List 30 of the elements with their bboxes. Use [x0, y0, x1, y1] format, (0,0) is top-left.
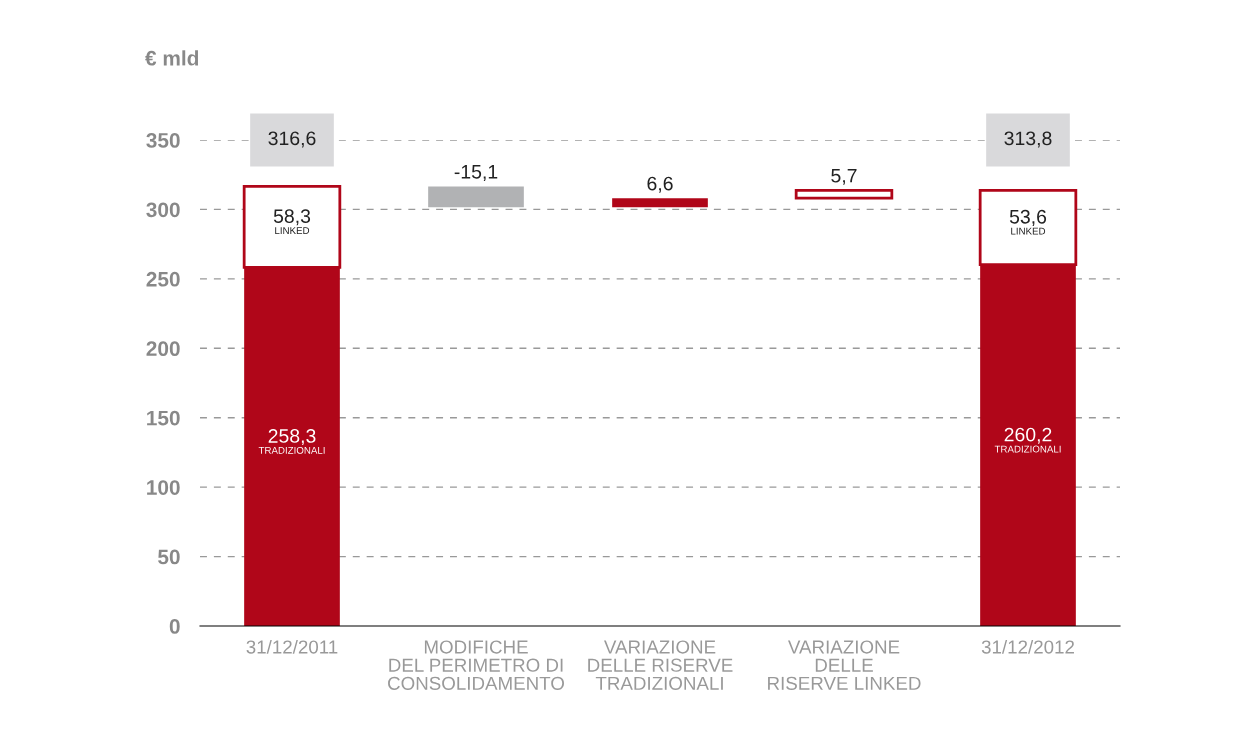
series-label: LINKED	[1011, 227, 1046, 235]
text: TRADIZIONALI	[994, 445, 1061, 453]
y-tick-label: 100	[147, 480, 180, 495]
x-tick-label: MODIFICHE DEL PERIMETRO DI CONSOLIDAMENTO	[388, 640, 565, 690]
text: LINKED	[275, 227, 310, 234]
data-label: 6,6	[647, 176, 673, 193]
y-tick-label: 150	[147, 410, 180, 426]
y-tick-label: 200	[146, 341, 180, 357]
y-tick-label: 50	[158, 549, 180, 565]
data-label: 258,3	[268, 429, 316, 446]
data-label: 5,7	[831, 168, 857, 185]
x-tick-label: VARIAZIONE DELLE RISERVE TRADIZIONALI	[588, 640, 733, 690]
bar	[612, 198, 708, 208]
y-tick-label: 0	[169, 619, 180, 634]
total-label: 316,6	[268, 131, 316, 148]
y-tick-label: 350	[146, 133, 180, 148]
x-tick-label: 31/12/2011	[246, 639, 338, 654]
y-tick-label: 250	[146, 271, 180, 287]
bar	[794, 188, 894, 200]
data-label: -15,1	[454, 165, 498, 181]
data-label: 58,3	[273, 209, 311, 226]
series-label: TRADIZIONALI	[258, 446, 325, 454]
y-tick-label: 300	[146, 202, 180, 218]
y-axis-title: € mld	[145, 50, 199, 66]
total-label: 313,8	[1004, 131, 1052, 148]
x-tick-label: 31/12/2012	[981, 639, 1074, 654]
bar	[428, 186, 524, 208]
data-label: 53,6	[1009, 209, 1047, 226]
x-tick-label: VARIAZIONE DELLE RISERVE LINKED	[768, 640, 921, 690]
data-label: 260,2	[1004, 427, 1052, 444]
